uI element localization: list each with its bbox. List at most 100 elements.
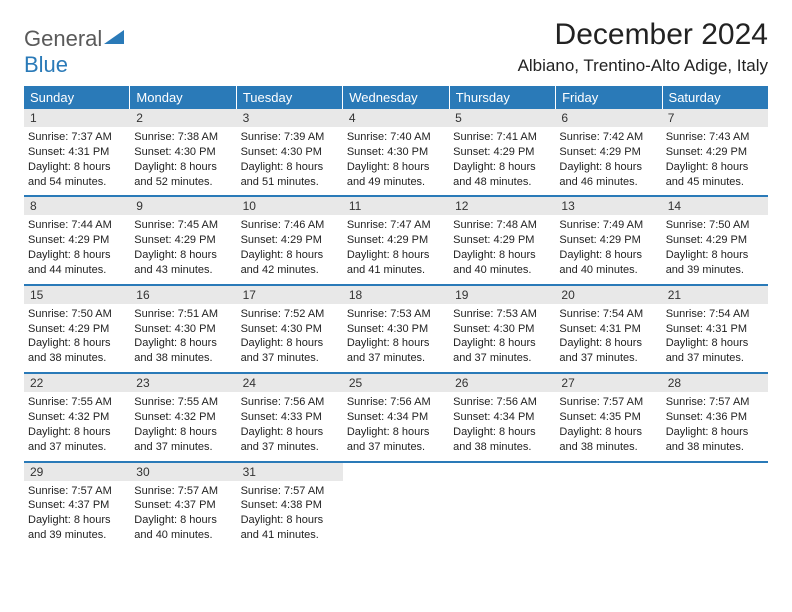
day-number: 18 — [343, 286, 449, 304]
sunset-line: Sunset: 4:29 PM — [559, 145, 657, 160]
daylight-line: Daylight: 8 hours and 52 minutes. — [134, 160, 232, 190]
daylight-line: Daylight: 8 hours and 38 minutes. — [28, 336, 126, 366]
day-cell: 9 Sunrise: 7:45 AMSunset: 4:29 PMDaylight… — [130, 197, 236, 283]
daylight-line: Daylight: 8 hours and 38 minutes. — [453, 425, 551, 455]
daylight-line: Daylight: 8 hours and 46 minutes. — [559, 160, 657, 190]
day-cell: 1Sunrise: 7:37 AMSunset: 4:31 PMDaylight… — [24, 109, 130, 195]
day-cell: 26Sunrise: 7:56 AMSunset: 4:34 PMDayligh… — [449, 374, 555, 460]
day-number: 8 — [24, 197, 130, 215]
day-cell: 5Sunrise: 7:41 AMSunset: 4:29 PMDaylight… — [449, 109, 555, 195]
sunrise-line: Sunrise: 7:57 AM — [666, 395, 764, 410]
day-number: 23 — [130, 374, 236, 392]
daylight-line: Daylight: 8 hours and 42 minutes. — [241, 248, 339, 278]
day-info: Sunrise: 7:57 AMSunset: 4:37 PMDaylight:… — [130, 484, 236, 543]
sunset-line: Sunset: 4:29 PM — [28, 233, 126, 248]
sunset-line: Sunset: 4:29 PM — [28, 322, 126, 337]
day-number: 17 — [237, 286, 343, 304]
day-info: Sunrise: 7:39 AMSunset: 4:30 PMDaylight:… — [237, 130, 343, 189]
daylight-line: Daylight: 8 hours and 41 minutes. — [241, 513, 339, 543]
daylight-line: Daylight: 8 hours and 37 minutes. — [559, 336, 657, 366]
day-info: Sunrise: 7:43 AMSunset: 4:29 PMDaylight:… — [662, 130, 768, 189]
day-info: Sunrise: 7:56 AMSunset: 4:34 PMDaylight:… — [449, 395, 555, 454]
day-info: Sunrise: 7:48 AMSunset: 4:29 PMDaylight:… — [449, 218, 555, 277]
daylight-line: Daylight: 8 hours and 43 minutes. — [134, 248, 232, 278]
sunrise-line: Sunrise: 7:42 AM — [559, 130, 657, 145]
sunrise-line: Sunrise: 7:55 AM — [28, 395, 126, 410]
sunset-line: Sunset: 4:30 PM — [241, 322, 339, 337]
day-cell: 23 Sunrise: 7:55 AMSunset: 4:32 PMDayligh… — [130, 374, 236, 460]
sunrise-line: Sunrise: 7:57 AM — [134, 484, 232, 499]
header: General Blue December 2024 Albiano, Tren… — [24, 18, 768, 78]
daylight-line: Daylight: 8 hours and 44 minutes. — [28, 248, 126, 278]
daylight-line: Daylight: 8 hours and 37 minutes. — [241, 425, 339, 455]
calendar-grid: SundayMondayTuesdayWednesdayThursdayFrid… — [24, 86, 768, 549]
logo-word-1: General — [24, 26, 102, 51]
day-number: 14 — [662, 197, 768, 215]
logo-triangle-icon — [104, 33, 126, 50]
day-cell: 20Sunrise: 7:54 AMSunset: 4:31 PMDayligh… — [555, 286, 661, 372]
day-cell: 15Sunrise: 7:50 AMSunset: 4:29 PMDayligh… — [24, 286, 130, 372]
day-cell: 25Sunrise: 7:56 AMSunset: 4:34 PMDayligh… — [343, 374, 449, 460]
sunset-line: Sunset: 4:29 PM — [241, 233, 339, 248]
day-info: Sunrise: 7:52 AMSunset: 4:30 PMDaylight:… — [237, 307, 343, 366]
daylight-line: Daylight: 8 hours and 38 minutes. — [666, 425, 764, 455]
sunrise-line: Sunrise: 7:51 AM — [134, 307, 232, 322]
day-info: Sunrise: 7:55 AMSunset: 4:32 PMDaylight:… — [24, 395, 130, 454]
day-info: Sunrise: 7:57 AMSunset: 4:35 PMDaylight:… — [555, 395, 661, 454]
day-header-tuesday: Tuesday — [237, 86, 343, 109]
day-number: 10 — [237, 197, 343, 215]
day-number: 28 — [662, 374, 768, 392]
day-number: 3 — [237, 109, 343, 127]
sunset-line: Sunset: 4:38 PM — [241, 498, 339, 513]
sunset-line: Sunset: 4:33 PM — [241, 410, 339, 425]
sunset-line: Sunset: 4:31 PM — [559, 322, 657, 337]
day-info: Sunrise: 7:57 AMSunset: 4:38 PMDaylight:… — [237, 484, 343, 543]
day-number: 19 — [449, 286, 555, 304]
daylight-line: Daylight: 8 hours and 38 minutes. — [134, 336, 232, 366]
sunrise-line: Sunrise: 7:53 AM — [347, 307, 445, 322]
sunset-line: Sunset: 4:32 PM — [134, 410, 232, 425]
sunset-line: Sunset: 4:30 PM — [347, 322, 445, 337]
day-info: Sunrise: 7:41 AMSunset: 4:29 PMDaylight:… — [449, 130, 555, 189]
daylight-line: Daylight: 8 hours and 41 minutes. — [347, 248, 445, 278]
day-info: Sunrise: 7:47 AMSunset: 4:29 PMDaylight:… — [343, 218, 449, 277]
day-number: 9 — [130, 197, 236, 215]
day-header-monday: Monday — [130, 86, 236, 109]
day-cell: 24Sunrise: 7:56 AMSunset: 4:33 PMDayligh… — [237, 374, 343, 460]
day-cell: 27Sunrise: 7:57 AMSunset: 4:35 PMDayligh… — [555, 374, 661, 460]
day-number: 7 — [662, 109, 768, 127]
sunrise-line: Sunrise: 7:56 AM — [241, 395, 339, 410]
sunset-line: Sunset: 4:34 PM — [453, 410, 551, 425]
daylight-line: Daylight: 8 hours and 49 minutes. — [347, 160, 445, 190]
day-info: Sunrise: 7:46 AMSunset: 4:29 PMDaylight:… — [237, 218, 343, 277]
sunset-line: Sunset: 4:30 PM — [134, 322, 232, 337]
day-info: Sunrise: 7:54 AMSunset: 4:31 PMDaylight:… — [555, 307, 661, 366]
day-info: Sunrise: 7:50 AMSunset: 4:29 PMDaylight:… — [662, 218, 768, 277]
sunrise-line: Sunrise: 7:45 AM — [134, 218, 232, 233]
sunset-line: Sunset: 4:35 PM — [559, 410, 657, 425]
week-row: 8Sunrise: 7:44 AMSunset: 4:29 PMDaylight… — [24, 197, 768, 285]
sunset-line: Sunset: 4:34 PM — [347, 410, 445, 425]
sunset-line: Sunset: 4:36 PM — [666, 410, 764, 425]
day-number: 6 — [555, 109, 661, 127]
sunset-line: Sunset: 4:30 PM — [241, 145, 339, 160]
sunrise-line: Sunrise: 7:56 AM — [347, 395, 445, 410]
day-number: 29 — [24, 463, 130, 481]
day-cell-empty — [555, 463, 661, 549]
sunrise-line: Sunrise: 7:37 AM — [28, 130, 126, 145]
day-info: Sunrise: 7:56 AMSunset: 4:33 PMDaylight:… — [237, 395, 343, 454]
daylight-line: Daylight: 8 hours and 37 minutes. — [347, 425, 445, 455]
day-info: Sunrise: 7:57 AMSunset: 4:37 PMDaylight:… — [24, 484, 130, 543]
sunrise-line: Sunrise: 7:47 AM — [347, 218, 445, 233]
day-cell: 28 Sunrise: 7:57 AMSunset: 4:36 PMDayligh… — [662, 374, 768, 460]
sunset-line: Sunset: 4:29 PM — [134, 233, 232, 248]
day-info: Sunrise: 7:55 AMSunset: 4:32 PMDaylight:… — [130, 395, 236, 454]
sunset-line: Sunset: 4:29 PM — [666, 233, 764, 248]
logo: General Blue — [24, 18, 126, 78]
location: Albiano, Trentino-Alto Adige, Italy — [518, 56, 768, 76]
day-cell: 30Sunrise: 7:57 AMSunset: 4:37 PMDayligh… — [130, 463, 236, 549]
day-cell-empty — [662, 463, 768, 549]
day-number: 11 — [343, 197, 449, 215]
day-cell-empty — [449, 463, 555, 549]
sunset-line: Sunset: 4:30 PM — [453, 322, 551, 337]
